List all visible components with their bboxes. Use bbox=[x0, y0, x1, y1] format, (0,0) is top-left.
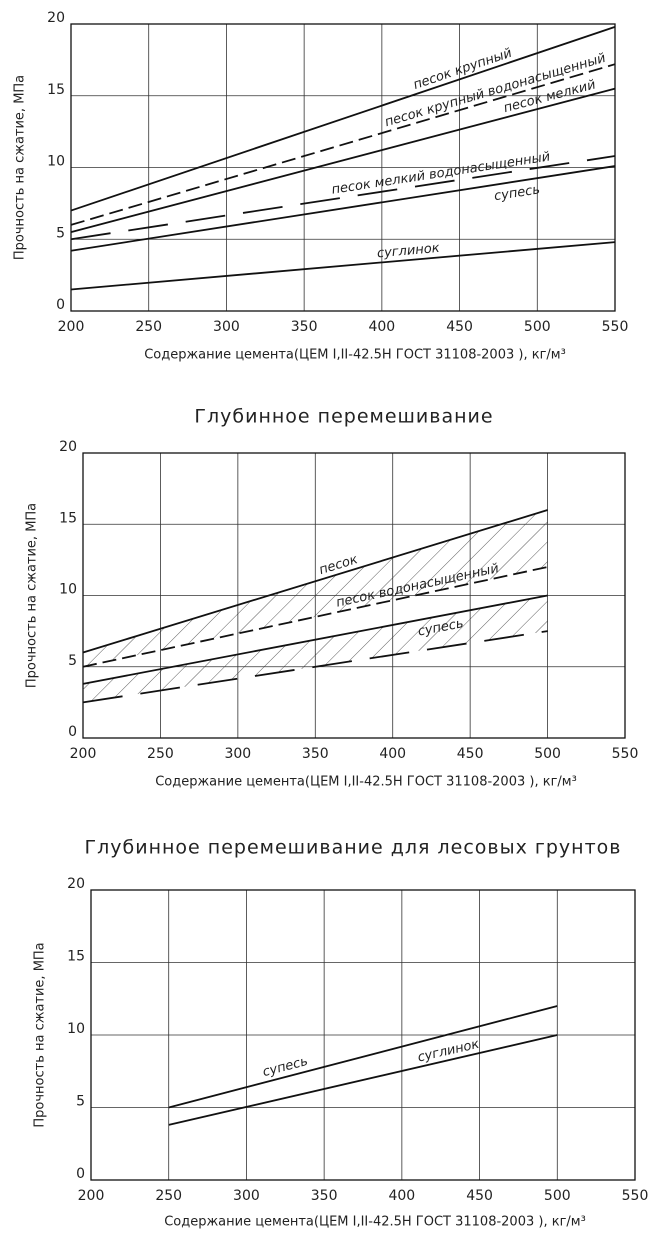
y-tick-label: 0 bbox=[76, 1166, 85, 1182]
y-axis-label: Прочность на сжатие, МПа bbox=[25, 503, 40, 688]
y-tick-label: 0 bbox=[56, 297, 65, 313]
x-tick-label: 500 bbox=[524, 319, 551, 335]
series-line bbox=[70, 63, 616, 226]
x-tick-label: 350 bbox=[302, 746, 329, 762]
x-tick-label: 550 bbox=[622, 1188, 649, 1204]
y-tick-label: 10 bbox=[47, 154, 65, 170]
y-tick-label: 10 bbox=[67, 1021, 85, 1037]
x-axis-label: Содержание цемента(ЦЕМ I,II-42.5Н ГОСТ 3… bbox=[155, 775, 577, 790]
x-tick-label: 250 bbox=[155, 1188, 182, 1204]
series-line bbox=[70, 241, 616, 291]
y-tick-label: 15 bbox=[67, 949, 85, 965]
y-axis-label: Прочность на сжатие, МПа bbox=[33, 942, 48, 1127]
x-tick-label: 500 bbox=[544, 1188, 571, 1204]
x-tick-label: 300 bbox=[213, 319, 240, 335]
x-tick-label: 400 bbox=[379, 746, 406, 762]
x-axis-label: Содержание цемента(ЦЕМ I,II-42.5Н ГОСТ 3… bbox=[144, 348, 566, 363]
x-tick-label: 350 bbox=[311, 1188, 338, 1204]
x-tick-label: 450 bbox=[466, 1188, 493, 1204]
y-tick-label: 15 bbox=[59, 510, 77, 526]
x-tick-label: 500 bbox=[534, 746, 561, 762]
x-tick-label: 200 bbox=[58, 319, 85, 335]
y-tick-label: 10 bbox=[59, 582, 77, 598]
x-tick-label: 250 bbox=[147, 746, 174, 762]
x-axis-label: Содержание цемента(ЦЕМ I,II-42.5Н ГОСТ 3… bbox=[164, 1215, 586, 1230]
x-tick-label: 450 bbox=[446, 319, 473, 335]
series-line bbox=[70, 155, 616, 241]
series-label: суглинок bbox=[376, 241, 440, 261]
x-tick-label: 550 bbox=[602, 319, 629, 335]
y-tick-label: 5 bbox=[76, 1094, 85, 1110]
y-tick-label: 15 bbox=[47, 82, 65, 98]
y-tick-label: 0 bbox=[68, 724, 77, 740]
chart-title: Глубинное перемешивание bbox=[194, 406, 493, 428]
y-tick-label: 5 bbox=[56, 225, 65, 241]
series-line bbox=[168, 1034, 558, 1126]
x-tick-label: 550 bbox=[612, 746, 639, 762]
series-line bbox=[168, 1005, 558, 1109]
chart-title: Глубинное перемешивание для лесовых грун… bbox=[85, 837, 622, 859]
plot-frame bbox=[70, 23, 616, 312]
series-line bbox=[70, 87, 616, 233]
series-line bbox=[82, 630, 548, 704]
chart: Глубинное перемешивание для лесовых грун… bbox=[33, 837, 649, 1230]
x-tick-label: 350 bbox=[291, 319, 318, 335]
y-tick-label: 5 bbox=[68, 653, 77, 669]
x-tick-label: 450 bbox=[457, 746, 484, 762]
y-tick-label: 20 bbox=[47, 10, 65, 26]
x-tick-label: 400 bbox=[368, 319, 395, 335]
series-line bbox=[70, 26, 616, 212]
x-tick-label: 250 bbox=[135, 319, 162, 335]
y-tick-label: 20 bbox=[67, 876, 85, 892]
y-tick-label: 20 bbox=[59, 439, 77, 455]
x-tick-label: 200 bbox=[78, 1188, 105, 1204]
hatch-band bbox=[83, 510, 548, 667]
series-line bbox=[82, 594, 548, 685]
series-line bbox=[70, 165, 616, 252]
plot-frame bbox=[82, 452, 626, 739]
x-tick-label: 300 bbox=[224, 746, 251, 762]
plot-frame bbox=[90, 889, 636, 1181]
y-axis-label: Прочность на сжатие, МПа bbox=[13, 75, 28, 260]
x-tick-label: 400 bbox=[388, 1188, 415, 1204]
series-label: супесь bbox=[493, 182, 541, 204]
hatch-band bbox=[83, 595, 548, 703]
series-line bbox=[82, 509, 548, 654]
chart: 200 250 300 350 400 450 500 550 0 5 10 15 20 Содержан… bbox=[13, 10, 629, 363]
x-tick-label: 300 bbox=[233, 1188, 260, 1204]
x-tick-label: 200 bbox=[70, 746, 97, 762]
